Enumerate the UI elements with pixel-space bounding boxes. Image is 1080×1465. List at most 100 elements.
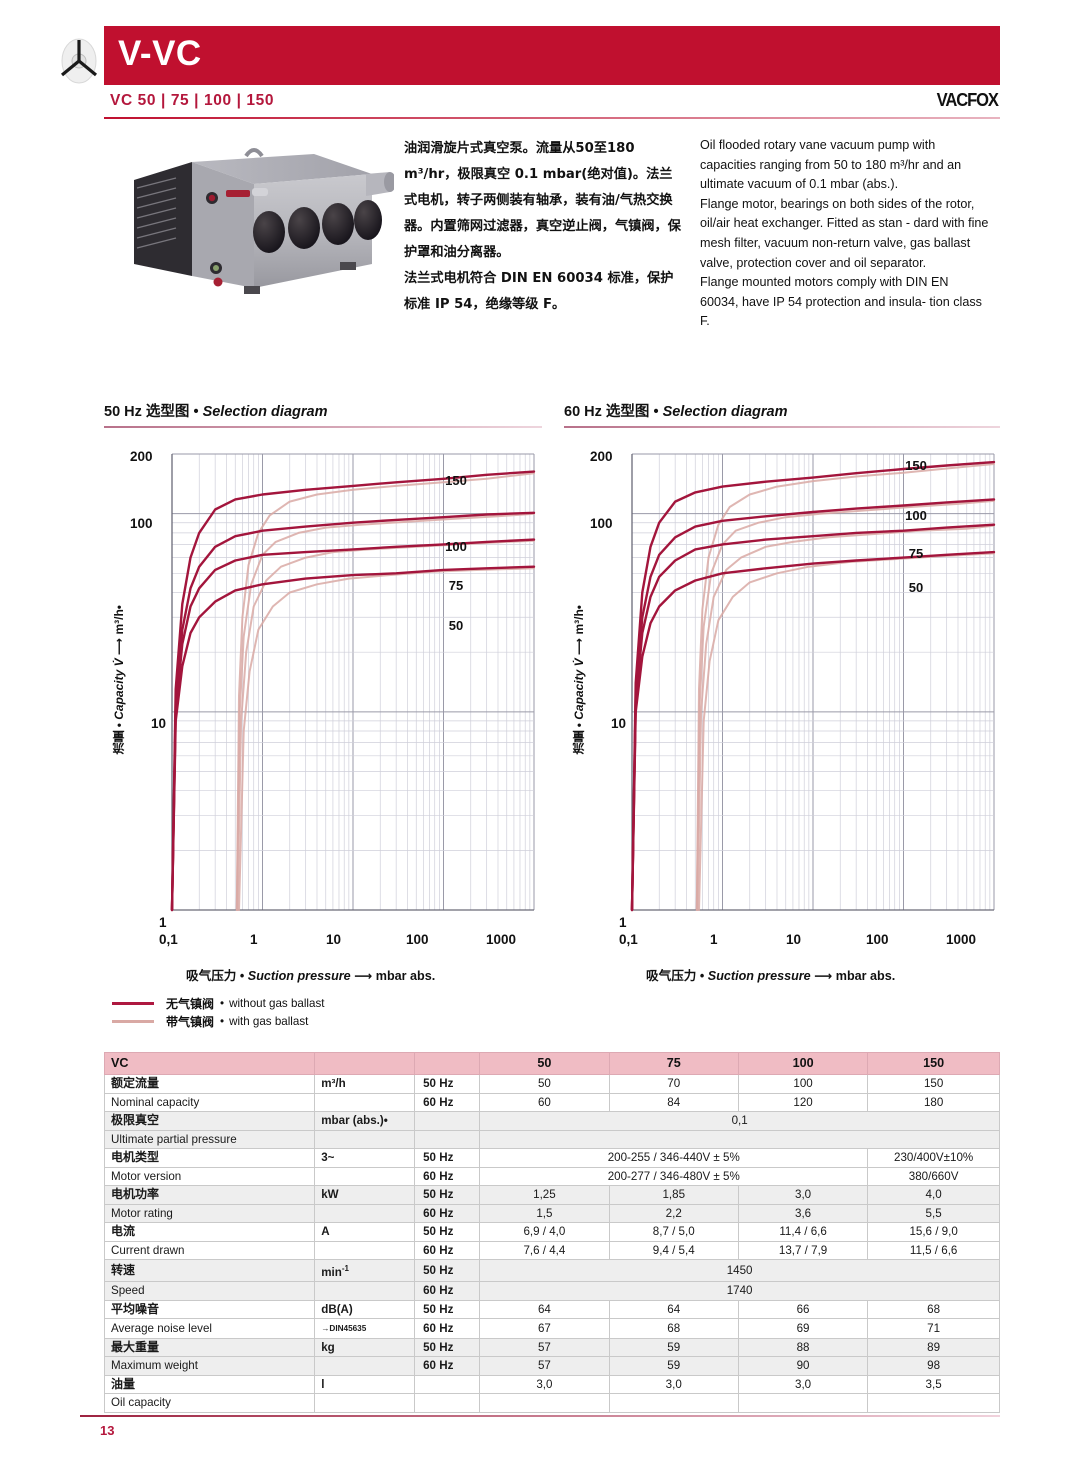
table-row-freq-2-0: 50 Hz	[414, 1148, 481, 1168]
table-row-label-1-0: 极限真空	[103, 1111, 316, 1131]
table-row: 转速 min-1 50 Hz 1450	[103, 1258, 1000, 1283]
diagram-heading-60hz: 60 Hz 选型图 • Selection diagram	[564, 400, 787, 421]
table-row-value-0-1-1: 84	[608, 1092, 739, 1112]
table-row-value-7-1-3: 98	[867, 1356, 1000, 1376]
table-row-label-4-0: 电流	[103, 1222, 316, 1242]
intro-cn-p2: 法兰式电机符合 DIN EN 60034 标准，保护标准 IP 54，绝缘等级 …	[404, 271, 674, 312]
table-row-value-8-0-2: 3,0	[737, 1374, 869, 1395]
table-row-freq-7-1: 60 Hz	[414, 1356, 481, 1376]
table-row-freq-8-1	[414, 1393, 481, 1413]
table-row-value-0-0-1: 70	[608, 1074, 739, 1094]
specification-table: VC 50 75 100 150 额定流量 m³/h 50 Hz 50 70 100 150 Nomin…	[103, 1052, 1000, 1413]
table-row-value-7-0-3: 89	[867, 1337, 1000, 1358]
table-row-freq-1-1	[414, 1129, 481, 1149]
table-row-unit-0-0: m³/h	[314, 1074, 416, 1094]
table-row-value-0-1-0: 60	[479, 1092, 610, 1112]
table-row-value-6-0-0: 64	[479, 1299, 610, 1320]
legend-label-with-ballast-en: with gas ballast	[229, 1014, 309, 1028]
table-header-col-75: 75	[608, 1052, 739, 1075]
table-header-model: VC	[103, 1052, 316, 1075]
table-header-freq	[414, 1052, 481, 1075]
table-row-freq-3-1: 60 Hz	[414, 1203, 481, 1223]
table-row-unit-8-0: l	[314, 1374, 416, 1395]
table-row: Speed 60 Hz 1740	[103, 1281, 1000, 1301]
table-row-freq-4-1: 60 Hz	[414, 1240, 481, 1260]
table-row: 电流 A 50 Hz 6,9 / 4,0 8,7 / 5,0 11,4 / 6,6 15,6…	[103, 1222, 1000, 1242]
footer-divider	[80, 1415, 1000, 1417]
table-row-value-3-0-0: 1,25	[479, 1185, 610, 1205]
table-row-freq-5-1: 60 Hz	[414, 1281, 481, 1301]
model-subtitle: VC 50 | 75 | 100 | 150	[110, 92, 275, 109]
table-row-unit-5-0: min-1	[314, 1258, 416, 1283]
table-row-label-7-0: 最大重量	[103, 1337, 316, 1358]
table-row-freq-6-0: 50 Hz	[414, 1299, 481, 1320]
legend-swatch-without-ballast	[112, 1001, 154, 1005]
table-row-unit-1-0: mbar (abs.)•	[314, 1111, 416, 1131]
svg-text:50: 50	[909, 580, 923, 595]
chart-50hz: 流量 • Capacity V̇ ⟶ m³/h• 200 100 10 1 0,…	[104, 440, 544, 947]
table-row-value-2-0-b: 230/400V±10%	[867, 1148, 1000, 1168]
table-row-unit-4-1	[314, 1240, 416, 1260]
table-row-freq-7-0: 50 Hz	[414, 1337, 481, 1358]
chart-50hz-ytick-1: 1	[159, 915, 167, 930]
table-row-value-8-0-3: 3,5	[867, 1374, 1000, 1395]
table-row-value-2-0-a: 200-255 / 346-440V ± 5%	[479, 1148, 869, 1168]
table-header-unit	[314, 1052, 416, 1075]
table-row-value-8-0-1: 3,0	[608, 1374, 739, 1395]
table-row-unit-5-1	[314, 1281, 416, 1301]
svg-text:75: 75	[449, 578, 463, 593]
table-row-freq-3-0: 50 Hz	[414, 1185, 481, 1205]
chart-50hz-plot: 150 100 75 50	[170, 453, 536, 912]
chart-50hz-xlabel: 吸气压力 • Suction pressure ⟶ mbar abs.	[186, 969, 436, 983]
table-header-row: VC 50 75 100 150	[103, 1052, 1000, 1075]
table-row: 额定流量 m³/h 50 Hz 50 70 100 150	[103, 1074, 1000, 1094]
diagram-heading-50hz-en: Selection diagram	[202, 404, 328, 420]
table-row-value-4-0-2: 11,4 / 6,6	[737, 1222, 869, 1242]
table-row-value-4-0-3: 15,6 / 9,0	[867, 1222, 1000, 1242]
table-row-unit-8-1	[314, 1393, 416, 1413]
table-row-value-8-1-2	[737, 1393, 869, 1413]
table-row: Maximum weight 60 Hz 57 59 90 98	[103, 1356, 1000, 1376]
chart-60hz-ylabel: 流量 • Capacity V̇ ⟶ m³/h•	[572, 605, 586, 755]
table-row-value-8-1-0	[479, 1393, 610, 1413]
table-row-value-3-0-1: 1,85	[608, 1185, 739, 1205]
table-row-value-4-0-1: 8,7 / 5,0	[608, 1222, 739, 1242]
table-row-value-4-1-1: 9,4 / 5,4	[608, 1240, 739, 1260]
table-row-value-3-0-2: 3,0	[737, 1185, 869, 1205]
table-row: 最大重量 kg 50 Hz 57 59 88 89	[103, 1337, 1000, 1358]
legend-label-without-ballast-en: without gas ballast	[229, 996, 325, 1010]
table-row-value-4-0-0: 6,9 / 4,0	[479, 1222, 610, 1242]
chart-50hz-xtick-2: 10	[326, 932, 342, 947]
intro-en-p3: Flange mounted motors comply with DIN EN…	[700, 275, 982, 329]
table-row: Oil capacity	[103, 1393, 1000, 1413]
chart-50hz-ytick-10: 10	[151, 716, 167, 731]
table-row-value-8-0-0: 3,0	[479, 1374, 610, 1395]
intro-en-p1: Oil flooded rotary vane vacuum pump with…	[700, 138, 962, 192]
table-row-freq-0-0: 50 Hz	[414, 1074, 481, 1094]
legend-label-without-ballast-cn: 无气镇阀	[166, 996, 215, 1011]
table-row-value-3-1-0: 1,5	[479, 1203, 610, 1223]
svg-text:150: 150	[905, 458, 927, 473]
table-row-unit-6-1: →DIN45635	[314, 1318, 416, 1339]
table-row-value-7-0-2: 88	[737, 1337, 869, 1358]
table-row-value-7-0-0: 57	[479, 1337, 610, 1358]
table-row-value-6-1-0: 67	[479, 1318, 610, 1339]
svg-text:100: 100	[445, 539, 467, 554]
chart-60hz-ytick-1: 1	[619, 915, 627, 930]
legend-item-without-ballast: 无气镇阀 • without gas ballast	[112, 994, 324, 1012]
legend-sep-2: •	[220, 1014, 225, 1028]
table-row-label-3-1: Motor rating	[103, 1203, 316, 1223]
table-row-freq-6-1: 60 Hz	[414, 1318, 481, 1339]
chart-60hz-plot: 150 100 75 50	[630, 453, 996, 912]
table-row-freq-2-1: 60 Hz	[414, 1166, 481, 1186]
table-row: 电机类型 3~ 50 Hz 200-255 / 346-440V ± 5% 230/40…	[103, 1148, 1000, 1168]
table-row-value-3-1-2: 3,6	[737, 1203, 869, 1223]
intro-en-p2: Flange motor, bearings on both sides of …	[700, 196, 989, 270]
table-row-unit-3-1	[314, 1203, 416, 1223]
table-row-value-7-1-0: 57	[479, 1356, 610, 1376]
title-bar	[104, 26, 1000, 85]
legend-sep-1: •	[220, 996, 225, 1010]
table-row-label-2-1: Motor version	[103, 1166, 316, 1186]
table-row-value-8-1-3	[867, 1393, 1000, 1413]
table-row-value-0-0-0: 50	[479, 1074, 610, 1094]
